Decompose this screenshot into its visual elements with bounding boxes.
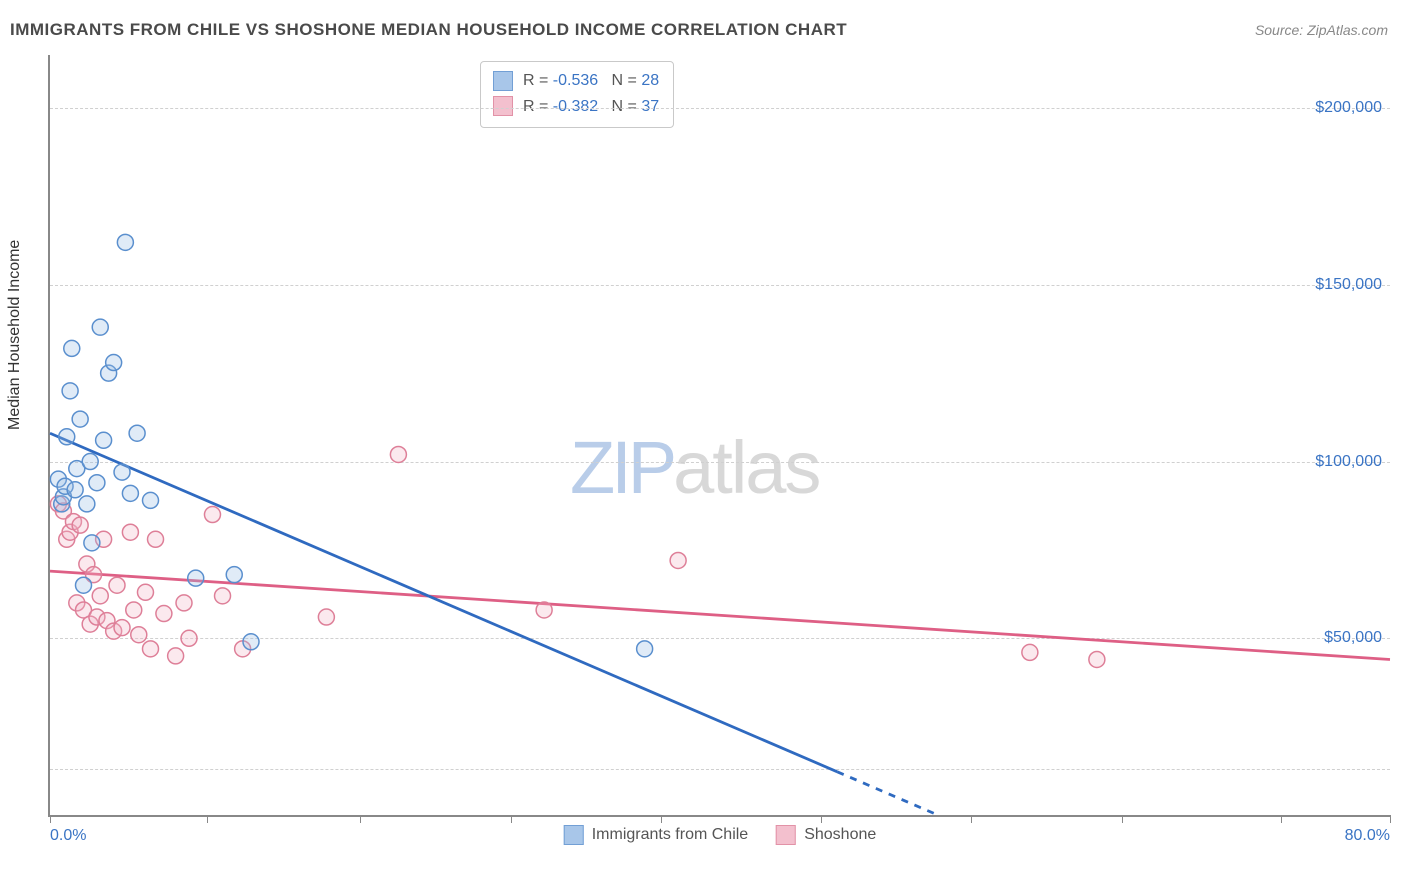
source-prefix: Source: <box>1255 22 1307 38</box>
x-tick <box>1122 815 1123 823</box>
point-shoshone <box>72 517 88 533</box>
point-chile <box>64 340 80 356</box>
point-chile <box>226 567 242 583</box>
y-tick-label: $150,000 <box>1315 276 1382 294</box>
x-tick <box>821 815 822 823</box>
legend-label-shoshone: Shoshone <box>804 826 876 844</box>
y-axis-label: Median Household Income <box>6 240 24 430</box>
point-chile <box>106 355 122 371</box>
point-shoshone <box>131 627 147 643</box>
point-shoshone <box>137 584 153 600</box>
point-shoshone <box>536 602 552 618</box>
point-shoshone <box>114 620 130 636</box>
point-chile <box>122 485 138 501</box>
legend-label-chile: Immigrants from Chile <box>592 826 748 844</box>
x-tick-label: 0.0% <box>50 827 86 845</box>
x-tick <box>207 815 208 823</box>
point-chile <box>82 454 98 470</box>
point-chile <box>79 496 95 512</box>
point-shoshone <box>670 552 686 568</box>
point-chile <box>117 234 133 250</box>
legend-item-chile: Immigrants from Chile <box>564 825 748 845</box>
point-shoshone <box>143 641 159 657</box>
point-shoshone <box>1022 644 1038 660</box>
point-shoshone <box>176 595 192 611</box>
point-chile <box>76 577 92 593</box>
point-shoshone <box>168 648 184 664</box>
point-chile <box>89 475 105 491</box>
chart-svg <box>50 55 1390 815</box>
swatch-shoshone <box>776 825 796 845</box>
y-tick-label: $50,000 <box>1324 629 1382 647</box>
point-shoshone <box>181 630 197 646</box>
point-chile <box>92 319 108 335</box>
point-shoshone <box>204 507 220 523</box>
x-tick-label: 80.0% <box>1345 827 1390 845</box>
point-shoshone <box>126 602 142 618</box>
x-tick <box>661 815 662 823</box>
point-chile <box>72 411 88 427</box>
point-shoshone <box>1089 651 1105 667</box>
point-chile <box>59 429 75 445</box>
point-shoshone <box>156 606 172 622</box>
point-chile <box>84 535 100 551</box>
y-tick-label: $200,000 <box>1315 99 1382 117</box>
point-chile <box>129 425 145 441</box>
point-shoshone <box>390 446 406 462</box>
point-chile <box>188 570 204 586</box>
point-chile <box>96 432 112 448</box>
trendline <box>50 433 837 772</box>
point-shoshone <box>92 588 108 604</box>
chart-plot-area: ZIPatlas R = -0.536 N = 28R = -0.382 N =… <box>48 55 1390 817</box>
y-tick-label: $100,000 <box>1315 453 1382 471</box>
source-attribution: Source: ZipAtlas.com <box>1255 22 1388 38</box>
point-shoshone <box>109 577 125 593</box>
x-tick <box>360 815 361 823</box>
x-tick <box>50 815 51 823</box>
point-chile <box>637 641 653 657</box>
source-link[interactable]: ZipAtlas.com <box>1307 22 1388 38</box>
x-tick <box>971 815 972 823</box>
x-tick <box>1281 815 1282 823</box>
chart-title: IMMIGRANTS FROM CHILE VS SHOSHONE MEDIAN… <box>10 20 847 40</box>
point-shoshone <box>148 531 164 547</box>
x-tick <box>1390 815 1391 823</box>
trendline <box>837 772 938 815</box>
legend-item-shoshone: Shoshone <box>776 825 876 845</box>
series-legend: Immigrants from Chile Shoshone <box>564 825 877 845</box>
point-shoshone <box>122 524 138 540</box>
point-chile <box>243 634 259 650</box>
x-tick <box>511 815 512 823</box>
swatch-chile <box>564 825 584 845</box>
point-shoshone <box>215 588 231 604</box>
point-chile <box>143 492 159 508</box>
point-chile <box>67 482 83 498</box>
point-chile <box>114 464 130 480</box>
point-shoshone <box>318 609 334 625</box>
point-chile <box>62 383 78 399</box>
